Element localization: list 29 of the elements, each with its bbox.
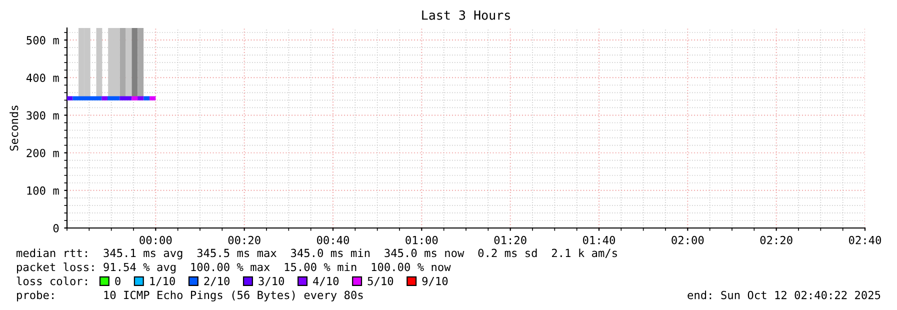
x-tick-label: 00:00 <box>140 236 172 244</box>
y-tick-label: 300 m <box>26 111 59 120</box>
chart-title: Last 3 Hours <box>422 10 510 20</box>
x-tick-label: 01:40 <box>583 236 616 244</box>
legend-label: 5/10 <box>368 276 394 286</box>
legend-label: 2/10 <box>204 276 230 286</box>
legend-label: 0 <box>115 276 120 286</box>
text: median rtt: 345.1 ms avg 345.5 ms max 345.0 ms min 345.0 ms now 0.2 ms sd 2.1 k am/s <box>16 248 617 260</box>
x-tick-label: 00:20 <box>228 236 260 244</box>
x-tick-label: 01:00 <box>406 236 438 244</box>
legend-label: 3/10 <box>258 276 284 286</box>
text: loss color: <box>16 276 87 286</box>
x-tick-label: 00:40 <box>317 236 350 244</box>
y-tick-label: 400 m <box>26 74 59 82</box>
y-tick-label: 0 <box>53 224 59 232</box>
y-tick-label: 100 m <box>27 186 59 195</box>
x-tick-label: 02:40 <box>849 236 882 244</box>
y-tick-label: 200 m <box>26 148 59 158</box>
y-axis-title: Seconds <box>10 106 18 151</box>
legend-label: 4/10 <box>313 276 339 286</box>
text: end: Sun Oct 12 02:40:22 2025 <box>688 290 880 300</box>
y-tick-label: 500 m <box>26 36 59 44</box>
legend-label: 1/10 <box>150 276 175 286</box>
x-tick-label: 02:20 <box>760 236 792 244</box>
text: packet loss: 91.54 % avg 100.00 % max 15.00 % min 100.00 % now <box>17 262 451 274</box>
legend-label: 9/10 <box>422 276 448 286</box>
text: probe: 10 ICMP Echo Pings (56 Bytes) every 80s <box>17 290 363 302</box>
x-tick-label: 02:00 <box>672 236 704 244</box>
x-tick-label: 01:20 <box>494 236 526 244</box>
